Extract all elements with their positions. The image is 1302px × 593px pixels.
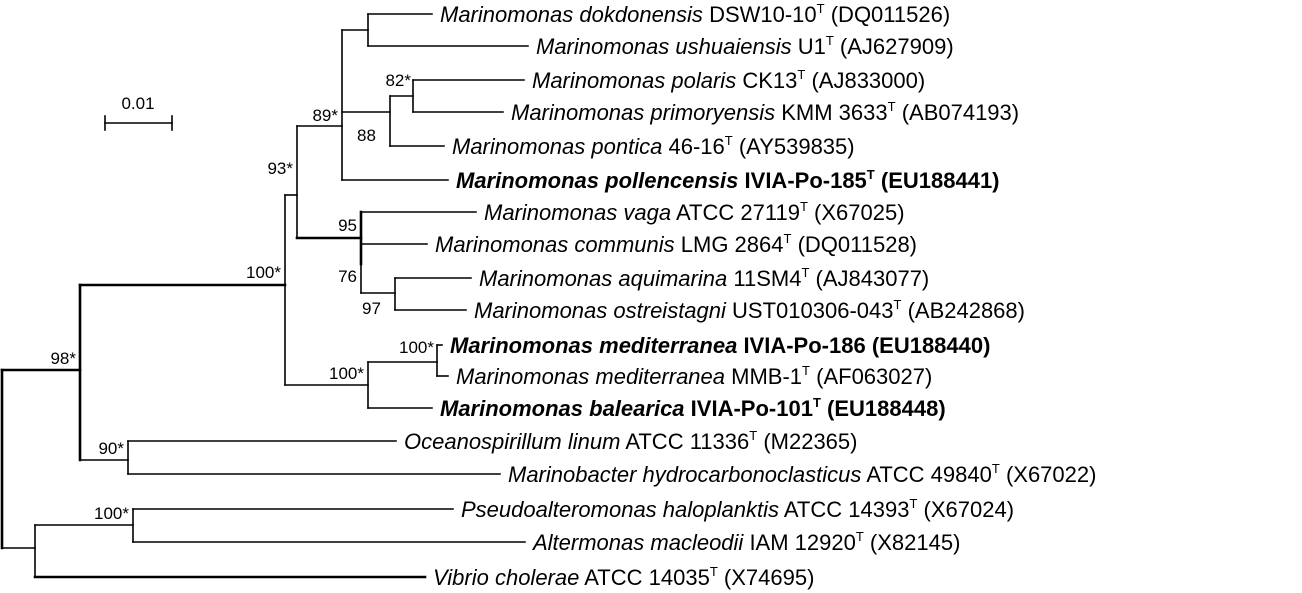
taxon-label: Marinomonas ostreistagni UST010306-043T … bbox=[474, 297, 1025, 323]
taxon-label: Pseudoalteromonas haloplanktis ATCC 1439… bbox=[461, 496, 1014, 522]
bootstrap-100-inner: 100* bbox=[399, 338, 434, 357]
taxon-label-bold: Marinomonas balearica IVIA-Po-101T (EU18… bbox=[440, 395, 946, 421]
taxon-label: Oceanospirillum linum ATCC 11336T (M2236… bbox=[404, 428, 857, 454]
bootstrap-97: 97 bbox=[362, 299, 381, 318]
taxon-labels: Marinomonas dokdonensis DSW10-10T (DQ011… bbox=[404, 1, 1096, 590]
bootstrap-100-med: 100* bbox=[329, 364, 364, 383]
bootstrap-90: 90* bbox=[98, 439, 124, 458]
scale-bar: 0.01 bbox=[104, 94, 173, 131]
bootstrap-89: 89* bbox=[312, 106, 338, 125]
bootstrap-100-pseudo: 100* bbox=[94, 504, 129, 523]
taxon-label-bold: Marinomonas mediterranea IVIA-Po-186 (EU… bbox=[450, 333, 990, 358]
taxon-label: Altermonas macleodii IAM 12920T (X82145) bbox=[531, 529, 960, 555]
taxon-label: Marinomonas dokdonensis DSW10-10T (DQ011… bbox=[440, 1, 950, 27]
taxon-label: Vibrio cholerae ATCC 14035T (X74695) bbox=[433, 564, 814, 590]
taxon-label-bold: Marinomonas pollencensis IVIA-Po-185T (E… bbox=[456, 167, 1000, 193]
taxon-label: Marinomonas communis LMG 2864T (DQ011528… bbox=[435, 231, 917, 257]
bootstrap-95: 95 bbox=[338, 216, 357, 235]
taxon-label: Marinomonas mediterranea MMB-1T (AF06302… bbox=[456, 363, 932, 389]
scale-bar-label: 0.01 bbox=[121, 94, 154, 113]
taxon-label: Marinomonas vaga ATCC 27119T (X67025) bbox=[484, 199, 905, 225]
bootstrap-98: 98* bbox=[50, 349, 76, 368]
tree-branches bbox=[0, 13, 529, 579]
bootstrap-88: 88 bbox=[357, 126, 376, 145]
taxon-label: Marinomonas pontica 46-16T (AY539835) bbox=[452, 133, 855, 159]
taxon-label: Marinomonas polaris CK13T (AJ833000) bbox=[532, 67, 925, 93]
bootstrap-82: 82* bbox=[385, 71, 411, 90]
taxon-label: Marinomonas ushuaiensis U1T (AJ627909) bbox=[536, 33, 954, 59]
taxon-label: Marinobacter hydrocarbonoclasticus ATCC … bbox=[508, 461, 1096, 487]
bootstrap-93: 93* bbox=[267, 159, 293, 178]
taxon-label: Marinomonas aquimarina 11SM4T (AJ843077) bbox=[479, 265, 929, 291]
bootstrap-76: 76 bbox=[338, 267, 357, 286]
bootstrap-100-marinomonas: 100* bbox=[246, 263, 281, 282]
taxon-label: Marinomonas primoryensis KMM 3633T (AB07… bbox=[511, 99, 1019, 125]
bootstrap-values: 82* 88 89* 93* 95 76 97 100* 100* 100* 9… bbox=[50, 71, 434, 523]
